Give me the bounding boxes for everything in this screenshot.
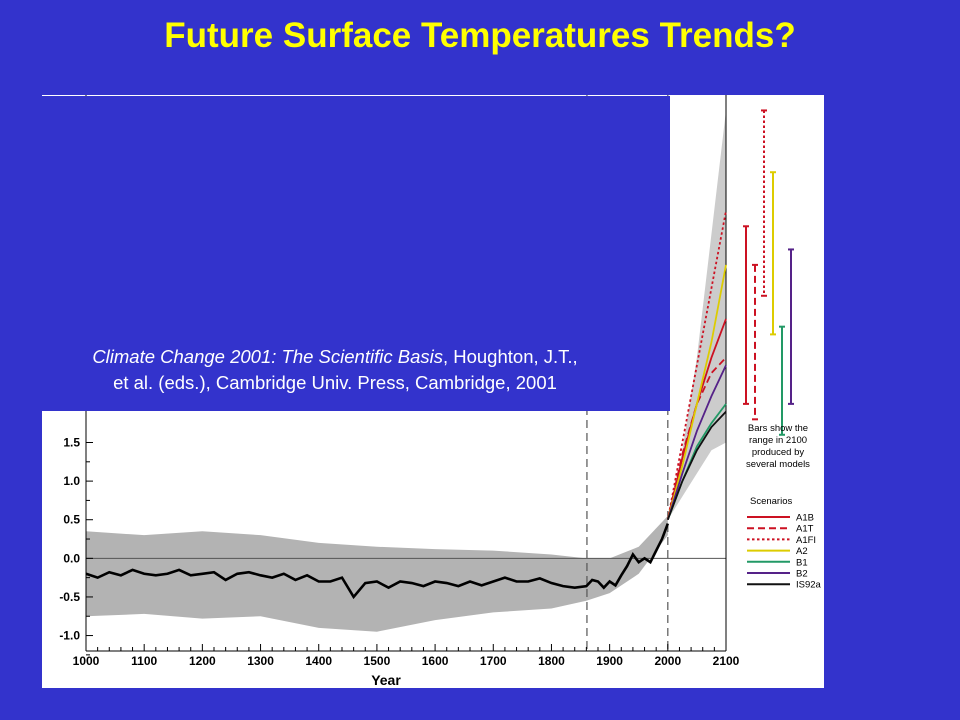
x-tick-label: 1500 [364,654,391,668]
series-a2 [666,264,727,520]
legend-label: B2 [796,569,808,580]
slide-title: Future Surface Temperatures Trends? [164,16,796,55]
legend-label: A2 [796,546,808,557]
y-tick-label: 1.5 [63,436,80,450]
legend-label: A1B [796,513,814,524]
series-layer [85,210,727,600]
citation-authors: , Houghton, J.T., [442,346,578,367]
x-axis-label: Year [371,672,401,688]
citation-text: Climate Change 2001: The Scientific Basi… [0,344,670,396]
series-a1fi [666,210,727,520]
series-a1t [666,356,727,520]
legend-label: IS92a [796,580,822,591]
x-tick-label: 1700 [480,654,507,668]
legend-label: B1 [796,557,808,568]
x-tick-label: 1400 [305,654,332,668]
uncertainty-band [86,515,668,632]
y-tick-label: -0.5 [59,590,80,604]
series-b2 [666,364,727,520]
citation-box: Climate Change 2001: The Scientific Basi… [0,96,670,411]
y-tick-label: -1.0 [59,629,80,643]
range-bars-layer [743,109,794,436]
x-tick-label: 1900 [596,654,623,668]
projection-envelope [667,110,726,520]
bars-note-line: range in 2100 [749,435,807,446]
x-tick-label: 1600 [422,654,449,668]
x-tick-label: 1300 [247,654,274,668]
x-tick-label: 1100 [131,654,157,668]
x-tick-label: 1800 [538,654,565,668]
y-tick-label: 0.0 [63,551,80,565]
series-observed [85,523,670,600]
uncertainty-band-layer [86,515,668,632]
bars-note-line: Bars show the [748,423,808,434]
legend-label: A1T [796,524,814,535]
x-tick-label: 2100 [713,654,740,668]
x-tick-label: 2000 [654,654,681,668]
bars-note-line: several models [746,459,810,470]
legend-label: A1FI [796,535,816,546]
x-tick-label: 1000 [73,654,100,668]
series-is92a [666,410,727,521]
x-tick-label: 1200 [189,654,216,668]
citation-title: Climate Change 2001: The Scientific Basi… [92,346,443,367]
projection-envelope-layer [667,110,726,520]
citation-publisher: et al. (eds.), Cambridge Univ. Press, Ca… [113,372,557,393]
y-tick-label: 0.5 [63,513,80,527]
y-tick-label: 1.0 [63,474,80,488]
legend-title: Scenarios [750,496,792,507]
bars-note-line: produced by [752,447,805,458]
axes-layer: 1000 1100 1200 1300 1400 1500 1600 1700 1800 1900… [59,95,740,688]
